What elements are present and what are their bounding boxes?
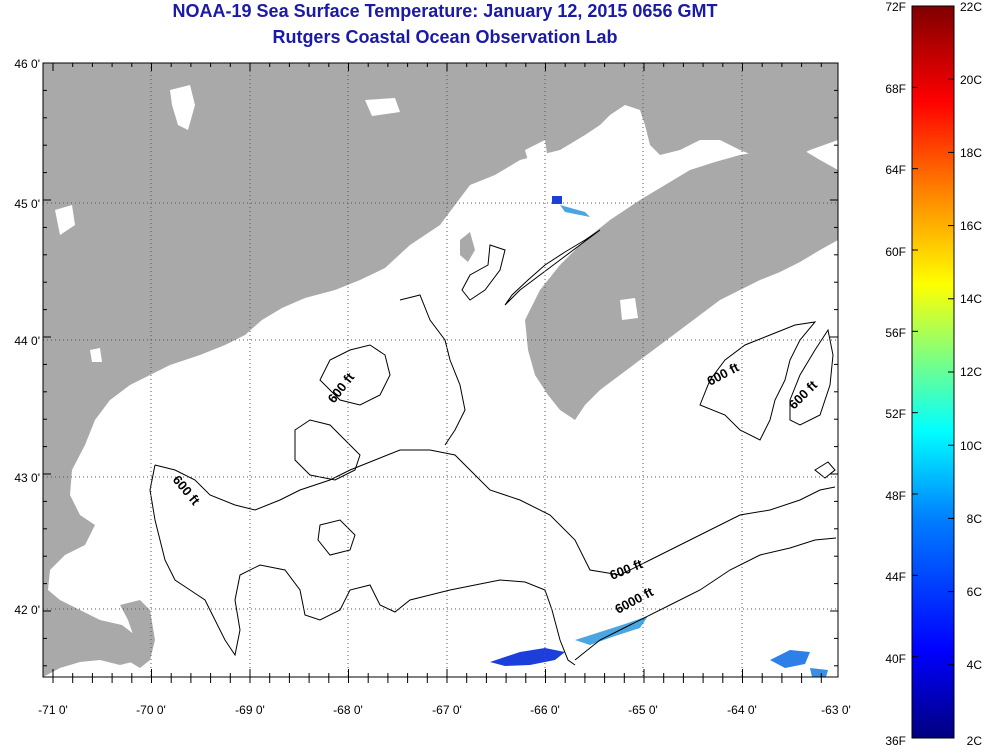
lon-label: -66 0' [530, 703, 560, 717]
lat-label: 42 0' [14, 603, 40, 617]
contour-line [294, 419, 361, 481]
lat-label: 44 0' [14, 334, 40, 348]
lat-label: 43 0' [14, 471, 40, 485]
lon-label: -71 0' [38, 703, 68, 717]
lat-label: 46 0' [14, 57, 40, 71]
land-new-brunswick [600, 63, 838, 160]
lat-label: 45 0' [14, 197, 40, 211]
lake [365, 98, 400, 116]
land-new-england [43, 63, 600, 677]
sst-patch [575, 616, 648, 645]
lon-label: -68 0' [333, 703, 363, 717]
bathymetry-contours [149, 229, 837, 666]
sst-patch [560, 205, 590, 217]
contour-line [574, 537, 837, 661]
colorbar-f-label: 72F [885, 0, 906, 14]
land-grand-manan [460, 232, 475, 262]
map-subtitle: Rutgers Coastal Ocean Observation Lab [272, 27, 618, 47]
lake [55, 205, 75, 235]
lon-label: -69 0' [235, 703, 265, 717]
colorbar-c-label: 18C [960, 146, 982, 160]
colorbar-c-label: 16C [960, 219, 982, 233]
sst-patch [810, 668, 828, 677]
colorbar-c-label: 6C [967, 585, 983, 599]
colorbar-c-label: 22C [960, 0, 982, 14]
lake [170, 85, 195, 130]
land-pei [720, 85, 838, 115]
lon-label: -63 0' [821, 703, 851, 717]
colorbar-c-label: 2C [967, 734, 983, 748]
contour-line [149, 464, 576, 666]
colorbar-c-label: 8C [967, 512, 983, 526]
colorbar-f-label: 64F [885, 163, 906, 177]
lon-label: -67 0' [432, 703, 462, 717]
contour-line [814, 461, 836, 479]
colorbar-f-label: 40F [885, 652, 906, 666]
land-cape-cod [120, 600, 155, 668]
colorbar [911, 5, 955, 739]
colorbar-c-label: 14C [960, 292, 982, 306]
lake [90, 348, 102, 362]
colorbar-f-label: 36F [885, 734, 906, 748]
land-nova-scotia [525, 148, 838, 420]
lake [525, 140, 548, 168]
map-title: NOAA-19 Sea Surface Temperature: January… [172, 1, 718, 21]
colorbar-f-label: 68F [885, 82, 906, 96]
contour-line [699, 321, 817, 441]
sst-patch [552, 196, 562, 204]
axis-ticks [43, 62, 838, 683]
sst-patch [490, 648, 565, 666]
colorbar-f-label: 52F [885, 407, 906, 421]
contour-line [399, 294, 466, 446]
contour-line [317, 519, 356, 556]
contour-line [504, 229, 601, 306]
colorbar-c-label: 10C [960, 439, 982, 453]
lon-label: -70 0' [136, 703, 166, 717]
contour-line [154, 449, 836, 576]
map-gridlines [43, 63, 838, 677]
sst-patch [770, 650, 810, 668]
colorbar-f-label: 60F [885, 245, 906, 259]
colorbar-c-label: 4C [967, 658, 983, 672]
colorbar-f-label: 56F [885, 326, 906, 340]
colorbar-ticks [912, 5, 954, 739]
colorbar-f-label: 44F [885, 570, 906, 584]
map-frame [42, 62, 839, 678]
contour-line [319, 344, 391, 406]
colorbar-f-label: 48F [885, 489, 906, 503]
contour-line [461, 244, 506, 301]
colorbar-c-label: 20C [960, 73, 982, 87]
contour-line [789, 328, 834, 426]
lon-label: -64 0' [727, 703, 757, 717]
lake [620, 298, 638, 320]
colorbar-c-label: 12C [960, 365, 982, 379]
lon-label: -65 0' [628, 703, 658, 717]
